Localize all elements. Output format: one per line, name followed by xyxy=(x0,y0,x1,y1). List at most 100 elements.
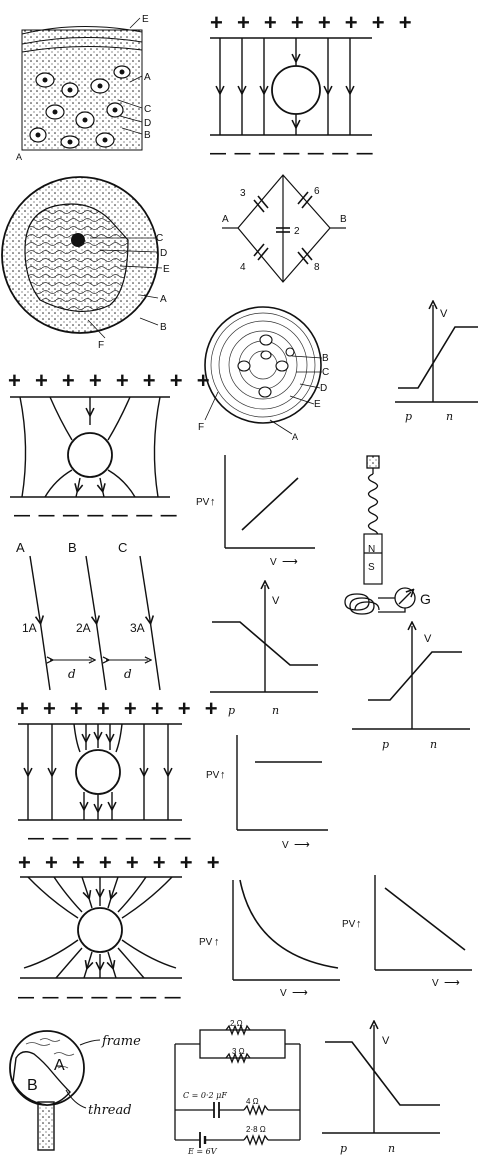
frame-label: frame xyxy=(101,1034,141,1049)
pv3-xlabel: V xyxy=(280,988,287,999)
soap-film-figure xyxy=(9,1030,101,1151)
pn4-V: V xyxy=(382,1035,390,1047)
magnet-N: N xyxy=(368,544,375,555)
pn-graph-3 xyxy=(352,626,470,730)
pv1-ylabel: PV xyxy=(196,497,210,508)
minus-row: — — — — — — — xyxy=(18,989,183,1006)
pv3-xarrow: ⟶ xyxy=(292,987,308,999)
emf-label: E = 6V xyxy=(187,1147,218,1155)
pv1-yarrow: ↑ xyxy=(210,496,216,508)
label-B: B xyxy=(322,353,329,364)
pn1-p: p xyxy=(405,410,412,423)
label-C: C xyxy=(156,233,163,244)
pv-graph-4 xyxy=(374,875,472,971)
wire-A: A xyxy=(16,540,25,555)
resistor-2: 2 Ω xyxy=(230,1019,243,1028)
pn4-n: n xyxy=(388,1142,395,1155)
magnet-S: S xyxy=(368,562,375,573)
parallel-wires xyxy=(29,555,161,691)
label-E: E xyxy=(142,14,149,25)
distance-d1: d xyxy=(68,667,76,681)
label-D: D xyxy=(320,383,327,394)
label-A: A xyxy=(160,294,167,305)
galvanometer-G: G xyxy=(420,591,431,607)
pv3-ylabel: PV xyxy=(199,937,213,948)
resistor-4: 4 Ω xyxy=(246,1097,259,1106)
wire-current-3: 3A xyxy=(130,621,145,635)
label-E: E xyxy=(314,399,321,410)
distance-d2: d xyxy=(124,667,132,681)
pv2-xlabel: V xyxy=(282,840,289,851)
plus-row: + + + + + + + + xyxy=(210,10,416,35)
pn3-n: n xyxy=(430,738,437,751)
cap-3: 3 xyxy=(240,188,246,199)
pn2-V: V xyxy=(272,595,280,607)
plus-row: + + + + + + + + xyxy=(16,696,222,721)
label-F: F xyxy=(98,340,104,351)
pn3-V: V xyxy=(424,633,432,645)
pv1-xlabel: V xyxy=(270,557,277,568)
label-B: B xyxy=(160,322,167,333)
circuit-labels: 2 Ω 3 Ω C = 0·2 μF 4 Ω 2·8 Ω E = 6V xyxy=(183,1019,266,1155)
node-A: A xyxy=(222,214,229,225)
label-D: D xyxy=(160,248,167,259)
label-C: C xyxy=(144,104,151,115)
film-A: A xyxy=(54,1057,65,1074)
label-C: C xyxy=(322,367,329,378)
plus-row: + + + + + + + + xyxy=(18,850,224,875)
pv1-xarrow: ⟶ xyxy=(282,556,298,568)
pv4-xarrow: ⟶ xyxy=(444,977,460,989)
pn-graph-4 xyxy=(322,1025,440,1134)
wire-C: C xyxy=(118,540,127,555)
pn-graph-2 xyxy=(210,585,318,693)
stem-section-figure: B C D E A F xyxy=(198,306,329,442)
label-B: B xyxy=(144,130,151,141)
cap-2: 2 xyxy=(294,226,300,237)
pv-graph-3 xyxy=(232,879,340,981)
pn1-n: n xyxy=(446,410,453,423)
label-F: F xyxy=(198,422,204,433)
pn1-V: V xyxy=(440,308,448,320)
thread-label: thread xyxy=(88,1103,132,1118)
section-circle-figure: C D E A B F xyxy=(1,176,170,351)
pv3-yarrow: ↑ xyxy=(214,936,220,948)
pv-graph-1 xyxy=(224,455,315,549)
magnet-coil-figure xyxy=(344,455,416,615)
label-E: E xyxy=(163,264,170,275)
field-diagram-2: + + + + + + + + — — — — — — — xyxy=(8,368,214,524)
pn2-n: n xyxy=(272,704,279,717)
pn3-p: p xyxy=(382,738,389,751)
pv2-xarrow: ⟶ xyxy=(294,839,310,851)
capacitor-label: C = 0·2 μF xyxy=(183,1091,227,1100)
pv4-yarrow: ↑ xyxy=(356,918,362,930)
label-D: D xyxy=(144,118,151,129)
circuit-diagram xyxy=(174,1024,301,1148)
pn2-p: p xyxy=(228,704,235,717)
cap-8: 8 xyxy=(314,262,320,273)
wire-B: B xyxy=(68,540,77,555)
wire-current-1: 1A xyxy=(22,621,37,635)
capacitor-bridge xyxy=(222,174,346,283)
pv4-ylabel: PV xyxy=(342,919,356,930)
cap-6: 6 xyxy=(314,186,320,197)
plus-row: + + + + + + + + xyxy=(8,368,214,393)
resistor-3: 3 Ω xyxy=(232,1047,245,1056)
film-B: B xyxy=(27,1077,38,1094)
resistor-2-8: 2·8 Ω xyxy=(246,1125,266,1134)
pv2-ylabel: PV xyxy=(206,770,220,781)
pn-graph-1 xyxy=(395,305,478,403)
minus-row: — — — — — — — xyxy=(210,145,375,162)
minus-row: — — — — — — — xyxy=(28,830,193,847)
field-diagram-3: + + + + + + + + — — — — — — — xyxy=(16,696,222,847)
parallel-wires-labels: A B C 1A 2A 3A d d xyxy=(16,540,145,681)
pv2-yarrow: ↑ xyxy=(220,769,226,781)
wire-current-2: 2A xyxy=(76,621,91,635)
node-B: B xyxy=(340,214,347,225)
label-A: A xyxy=(292,432,298,442)
field-diagram-4: + + + + + + + + — — — — — — — xyxy=(18,850,224,1006)
pv4-xlabel: V xyxy=(432,978,439,989)
label-corner-A: A xyxy=(16,152,22,162)
minus-row: — — — — — — — xyxy=(14,507,179,524)
pv-graph-2 xyxy=(236,735,328,831)
